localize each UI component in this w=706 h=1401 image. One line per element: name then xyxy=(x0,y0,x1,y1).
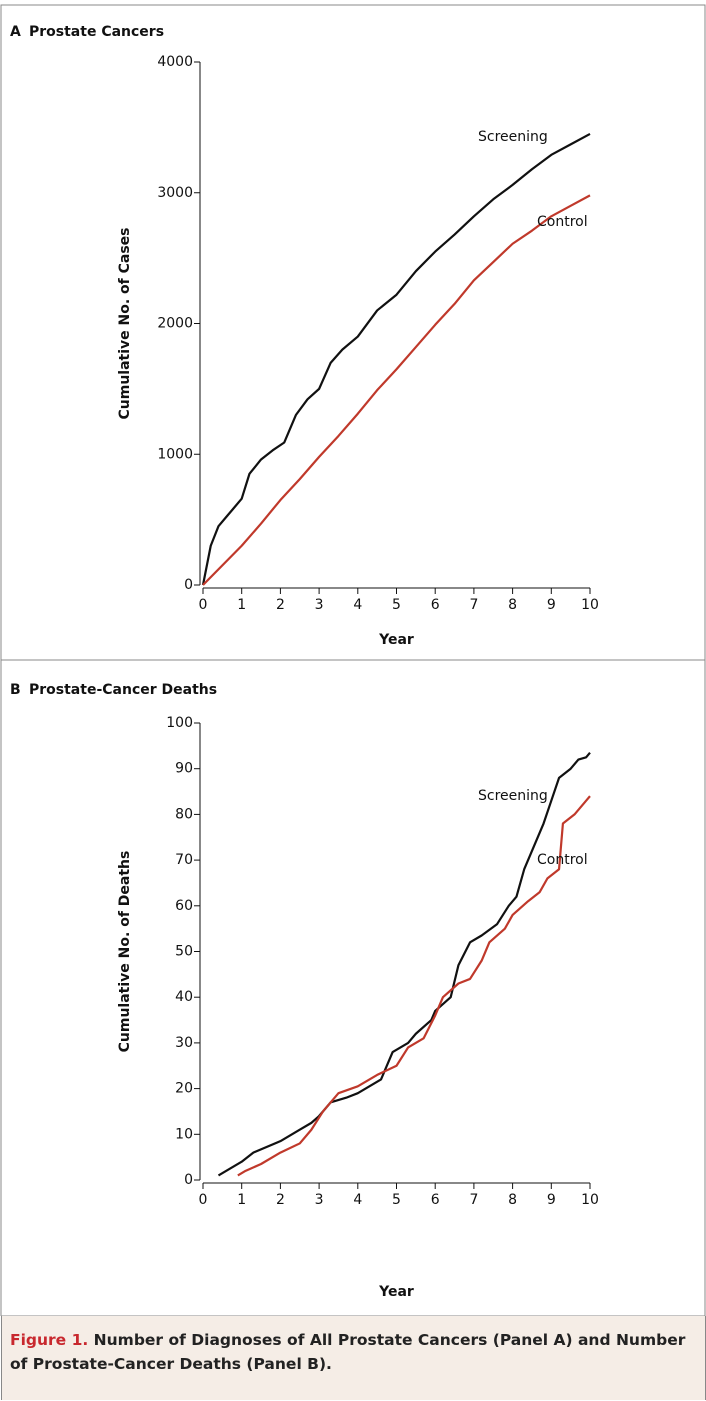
y-tick-label: 20 xyxy=(175,1081,193,1097)
caption-text: Number of Diagnoses of All Prostate Canc… xyxy=(10,1331,686,1373)
series-line xyxy=(237,795,591,1177)
series-label: Control xyxy=(537,852,588,868)
panel-letter: B xyxy=(10,682,21,698)
y-tick-label: 30 xyxy=(175,1035,193,1051)
caption-label: Figure 1. xyxy=(10,1331,89,1349)
x-tick-label: 9 xyxy=(547,597,556,613)
x-tick-label: 7 xyxy=(469,1192,478,1208)
x-tick-label: 1 xyxy=(237,1192,246,1208)
x-tick-label: 0 xyxy=(199,1192,208,1208)
x-tick-label: 2 xyxy=(276,597,285,613)
x-tick-label: 3 xyxy=(315,597,324,613)
x-tick-label: 4 xyxy=(353,1192,362,1208)
x-tick-label: 1 xyxy=(237,597,246,613)
y-tick-label: 80 xyxy=(175,806,193,822)
y-tick-label: 90 xyxy=(175,761,193,777)
panel-letter: A xyxy=(10,24,21,40)
y-axis-title: Cumulative No. of Deaths xyxy=(117,851,133,1053)
caption: Figure 1. Number of Diagnoses of All Pro… xyxy=(1,1316,706,1400)
x-tick-label: 5 xyxy=(392,1192,401,1208)
x-axis-title: Year xyxy=(378,1284,414,1300)
x-tick-label: 10 xyxy=(581,597,599,613)
y-tick-label: 50 xyxy=(175,944,193,960)
y-tick-label: 1000 xyxy=(157,446,193,462)
y-tick-label: 100 xyxy=(166,715,193,731)
y-tick-label: 10 xyxy=(175,1126,193,1142)
series-label: Screening xyxy=(478,788,548,804)
series-line xyxy=(217,751,591,1177)
series-label: Screening xyxy=(478,129,548,145)
x-tick-label: 8 xyxy=(508,597,517,613)
x-tick-label: 10 xyxy=(581,1192,599,1208)
x-tick-label: 2 xyxy=(276,1192,285,1208)
x-tick-label: 0 xyxy=(199,597,208,613)
series-line xyxy=(202,194,591,586)
x-tick-label: 5 xyxy=(392,597,401,613)
y-tick-label: 60 xyxy=(175,898,193,914)
x-axis-title: Year xyxy=(378,632,414,648)
y-tick-label: 3000 xyxy=(157,185,193,201)
x-tick-label: 8 xyxy=(508,1192,517,1208)
series-label: Control xyxy=(537,214,588,230)
x-tick-label: 9 xyxy=(547,1192,556,1208)
x-tick-label: 3 xyxy=(315,1192,324,1208)
y-tick-label: 2000 xyxy=(157,316,193,332)
x-tick-label: 7 xyxy=(469,597,478,613)
chart-title: Prostate Cancers xyxy=(29,24,164,40)
x-tick-label: 6 xyxy=(431,597,440,613)
y-tick-label: 40 xyxy=(175,989,193,1005)
y-tick-label: 0 xyxy=(184,1172,193,1188)
series-line xyxy=(201,132,591,586)
chart-title: Prostate-Cancer Deaths xyxy=(29,682,217,698)
y-tick-label: 70 xyxy=(175,852,193,868)
x-tick-label: 4 xyxy=(353,597,362,613)
y-tick-label: 4000 xyxy=(157,54,193,70)
x-tick-label: 6 xyxy=(431,1192,440,1208)
y-axis-title: Cumulative No. of Cases xyxy=(117,227,133,419)
y-tick-label: 0 xyxy=(184,577,193,593)
